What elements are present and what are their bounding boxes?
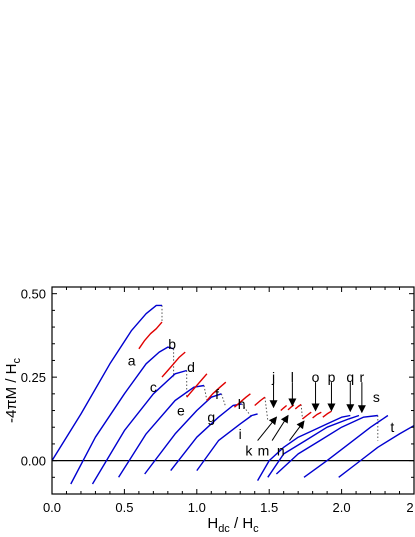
plot-frame [51, 286, 415, 495]
red-segment [161, 351, 186, 378]
red-segment [312, 411, 322, 419]
curve-label-p: p [328, 369, 336, 385]
x-tick-label: 2 [406, 500, 413, 515]
dotted-drop-line [220, 393, 227, 408]
curve-label-t: t [390, 419, 394, 435]
y-axis-label-main: -4πM / H [3, 363, 20, 423]
curve-label-g: g [207, 409, 215, 425]
annotation-arrow [257, 416, 278, 441]
y-tick-label: 0.50 [21, 287, 46, 302]
x-tick-label: 0.0 [43, 500, 61, 515]
dotted-drop-line [300, 404, 303, 419]
curve-label-l: l [291, 369, 294, 385]
x-tick-label: 0.5 [115, 500, 133, 515]
x-axis-label-mid: / H [230, 515, 253, 532]
curve-label-b: b [168, 336, 176, 352]
curve-label-m: m [258, 443, 270, 459]
blue-magnetization-curve [118, 384, 205, 478]
red-segment [186, 373, 208, 398]
curve-label-k: k [245, 443, 253, 459]
y-tick-label: 0.25 [21, 370, 46, 385]
curve-label-h: h [238, 396, 246, 412]
blue-magnetization-curve [170, 403, 242, 472]
x-tick-label: 1.5 [260, 500, 278, 515]
curve-label-n: n [277, 443, 285, 459]
curve-label-o: o [312, 369, 320, 385]
red-segment [287, 404, 295, 411]
curve-label-j: j [271, 369, 275, 385]
blue-magnetization-curve [256, 414, 351, 481]
annotation-arrow [289, 420, 305, 441]
blue-magnetization-curve [275, 414, 378, 475]
plot-content: a b c d e fg hi j l k m n o p q rst [52, 304, 414, 485]
red-segment [302, 411, 312, 420]
curve-label-c: c [150, 379, 157, 395]
x-axis-label-main: H [207, 515, 218, 532]
curve-label-a: a [128, 352, 136, 368]
x-axis-label: Hdc / Hc [207, 515, 259, 535]
axis-ticks: 0.0 0.5 1.0 1.5 2.0 2 0.00 0.25 0.50 [21, 287, 415, 515]
blue-magnetization-curve [70, 346, 174, 485]
red-segment [322, 410, 332, 418]
x-tick-label: 1.0 [188, 500, 206, 515]
y-tick-label: 0.00 [21, 454, 46, 469]
blue-magnetization-curve [196, 413, 258, 472]
blue-magnetization-curve [267, 414, 360, 478]
blue-magnetization-curve [52, 304, 162, 461]
red-segment [280, 404, 288, 412]
red-segment [233, 393, 251, 408]
curve-label-f: f [215, 386, 219, 402]
x-axis-label-sub2: c [253, 523, 259, 535]
curve-label-d: d [187, 359, 195, 375]
curve-label-s: s [373, 389, 380, 405]
annotation-arrow [271, 414, 289, 441]
x-axis-label-sub: dc [218, 523, 230, 535]
blue-magnetization-curve [303, 414, 389, 478]
curve-label-e: e [177, 403, 185, 419]
dotted-drop-line [264, 397, 269, 421]
red-segment [206, 381, 227, 401]
plot-series-group [52, 304, 414, 485]
y-axis-label-sub: c [11, 357, 23, 363]
y-axis-label: -4πM / Hc [3, 357, 23, 423]
curve-label-i: i [239, 426, 242, 442]
red-segment [294, 403, 302, 410]
blue-magnetization-curve [338, 424, 414, 478]
dotted-drop-line [203, 385, 208, 401]
x-tick-label: 2.0 [333, 500, 351, 515]
blue-magnetization-curve [91, 369, 187, 485]
curve-label-r: r [360, 369, 365, 385]
red-segment [138, 321, 163, 350]
red-segment [254, 396, 266, 407]
dotted-drop-line [241, 403, 251, 416]
curve-label-q: q [346, 369, 354, 385]
blue-magnetization-curve [144, 393, 222, 475]
